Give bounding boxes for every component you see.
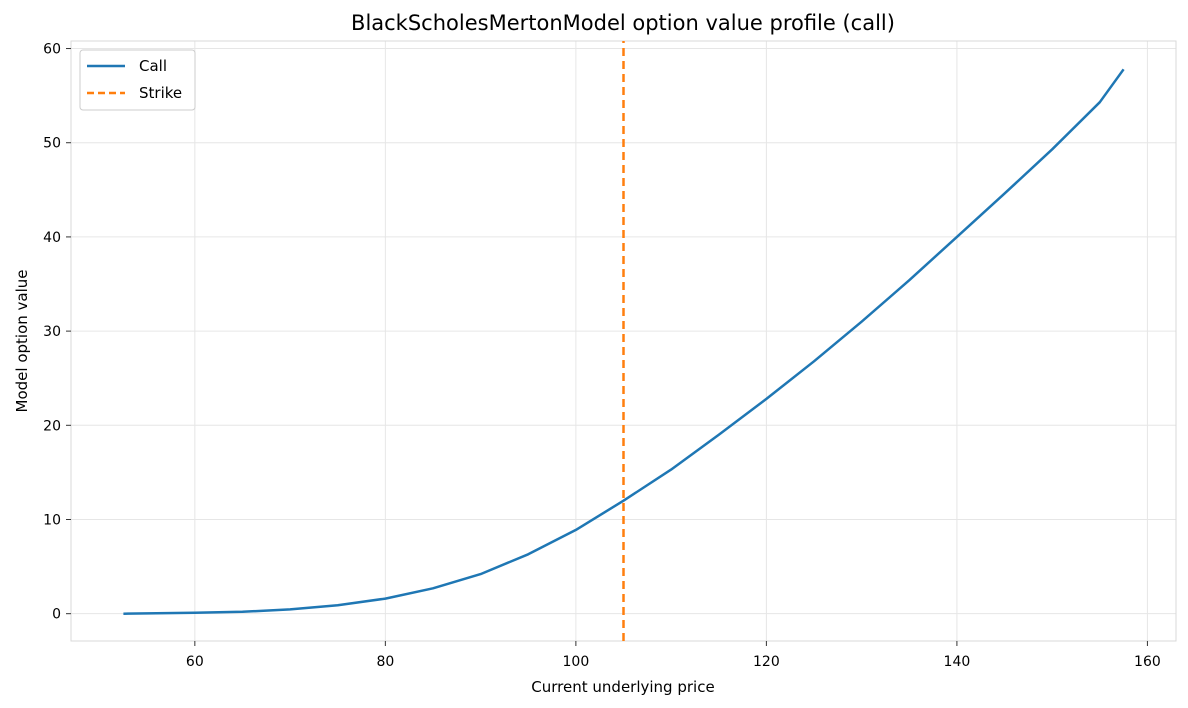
- chart-title: BlackScholesMertonModel option value pro…: [351, 11, 895, 35]
- y-tick-label: 30: [43, 324, 61, 340]
- x-tick-label: 120: [753, 654, 780, 670]
- x-tick-label: 140: [944, 654, 971, 670]
- x-tick-label: 160: [1134, 654, 1161, 670]
- x-tick-label: 100: [563, 654, 590, 670]
- y-tick-label: 60: [43, 42, 61, 58]
- x-tick-label: 60: [186, 654, 204, 670]
- x-axis-label: Current underlying price: [531, 678, 714, 696]
- x-tick-label: 80: [376, 654, 394, 670]
- y-tick-label: 20: [43, 418, 61, 434]
- y-tick-label: 10: [43, 512, 61, 528]
- legend-label-strike: Strike: [139, 84, 182, 102]
- y-axis-label: Model option value: [13, 270, 31, 413]
- y-tick-label: 40: [43, 230, 61, 246]
- axis-ticks: 60 80 100 120 140 160 0 10 20 30 40 50 60: [43, 42, 1161, 670]
- call-series-line: [123, 68, 1125, 615]
- legend: Call Strike: [79, 49, 196, 111]
- legend-label-call: Call: [139, 57, 167, 75]
- y-tick-label: 50: [43, 136, 61, 152]
- y-tick-label: 0: [52, 607, 61, 623]
- series-layer: [123, 41, 1125, 641]
